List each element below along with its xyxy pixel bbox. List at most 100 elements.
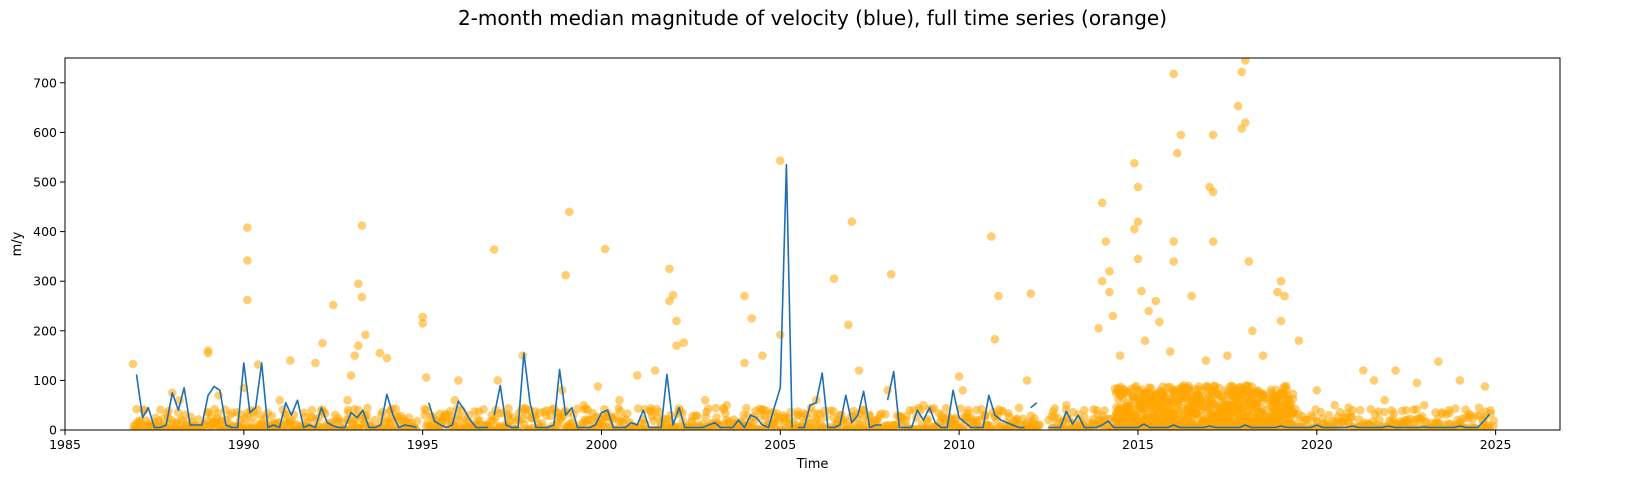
x-axis-label: Time — [796, 457, 829, 472]
scatter-point — [722, 400, 731, 410]
scatter-point — [987, 232, 996, 241]
scatter-point — [1412, 378, 1422, 388]
y-tick-label: 600 — [33, 125, 57, 140]
scatter-point — [363, 403, 372, 413]
scatter-point — [1391, 366, 1400, 375]
scatter-point — [1035, 420, 1044, 430]
scatter-point — [343, 395, 352, 405]
scatter-point — [1355, 405, 1365, 415]
scatter-point — [844, 320, 853, 330]
scatter-point — [253, 360, 263, 369]
scatter-point — [881, 410, 890, 419]
scatter-point — [450, 395, 460, 405]
x-tick-label: 2025 — [1480, 437, 1512, 452]
scatter-point — [1273, 287, 1282, 297]
scatter-point — [829, 406, 838, 416]
scatter-point — [1233, 101, 1243, 111]
scatter-point — [1380, 407, 1389, 417]
scatter-point — [633, 404, 643, 413]
scatter-point — [1026, 289, 1035, 298]
scatter-point — [1237, 67, 1246, 77]
scatter-point — [1094, 324, 1103, 333]
scatter-point — [1480, 382, 1490, 391]
scatter-point — [679, 338, 688, 348]
scatter-point — [1280, 291, 1289, 301]
scatter-point — [421, 405, 431, 415]
scatter-point — [1101, 237, 1111, 246]
scatter-point — [1146, 383, 1156, 393]
scatter-point — [361, 330, 370, 340]
scatter-point — [1115, 351, 1125, 360]
scatter-point — [1169, 237, 1178, 246]
median-line-segment — [427, 400, 489, 429]
scatter-point — [701, 412, 710, 422]
scatter-point — [1004, 409, 1013, 418]
y-tick-label: 500 — [33, 175, 57, 190]
scatter-point — [1241, 58, 1250, 65]
x-tick-label: 1995 — [407, 437, 439, 452]
scatter-point — [919, 400, 928, 410]
scatter-point — [1155, 317, 1164, 327]
scatter-point — [747, 314, 756, 323]
scatter-point — [1380, 395, 1389, 405]
scatter-point — [493, 376, 503, 385]
scatter-point — [286, 356, 295, 365]
scatter-point — [132, 404, 141, 414]
scatter-point — [375, 348, 385, 358]
scatter-point — [901, 415, 910, 425]
scatter-point — [579, 400, 588, 410]
scatter-point — [672, 316, 681, 326]
scatter-point — [793, 410, 803, 420]
scatter-point — [1208, 187, 1218, 197]
scatter-point — [668, 290, 678, 300]
scatter-point — [1201, 356, 1211, 365]
scatter-points — [128, 58, 1498, 430]
scatter-point — [1348, 405, 1357, 415]
scatter-point — [654, 407, 663, 417]
y-tick-label: 700 — [33, 75, 57, 90]
scatter-point — [1119, 386, 1128, 395]
scatter-point — [937, 415, 946, 425]
scatter-point — [464, 410, 474, 420]
scatter-point — [1248, 326, 1257, 336]
scatter-point — [156, 405, 165, 415]
scatter-point — [214, 408, 223, 418]
y-axis: 0 100 200 300 400 500 600 700 — [33, 75, 65, 438]
scatter-point — [1100, 406, 1109, 415]
scatter-point — [740, 291, 749, 301]
scatter-point — [1444, 405, 1454, 415]
scatter-point — [221, 415, 231, 425]
scatter-point — [128, 359, 138, 369]
y-axis-label: m/y — [10, 231, 25, 256]
scatter-point — [665, 264, 674, 274]
x-tick-label: 2000 — [586, 437, 618, 452]
scatter-point — [275, 395, 284, 405]
scatter-point — [421, 373, 431, 382]
scatter-point — [1097, 198, 1107, 208]
scatter-point — [1137, 286, 1146, 296]
scatter-point — [1080, 412, 1089, 422]
scatter-point — [1165, 347, 1175, 356]
median-line-segment — [1030, 402, 1038, 409]
y-tick-label: 300 — [33, 274, 57, 289]
scatter-point — [1044, 415, 1053, 425]
scatter-point — [1030, 414, 1039, 423]
scatter-point — [243, 295, 252, 305]
scatter-point — [243, 256, 252, 265]
scatter-point — [1288, 394, 1298, 404]
scatter-point — [489, 245, 499, 254]
scatter-point — [561, 270, 570, 280]
scatter-point — [173, 408, 183, 417]
scatter-point — [1050, 404, 1059, 413]
scatter-point — [354, 341, 363, 351]
scatter-point — [243, 223, 252, 232]
scatter-point — [454, 376, 463, 385]
scatter-point — [1130, 158, 1139, 168]
median-line-segment — [135, 362, 417, 429]
scatter-point — [357, 221, 367, 230]
x-tick-label: 2020 — [1301, 437, 1333, 452]
scatter-point — [964, 405, 973, 415]
scatter-point — [1105, 267, 1114, 276]
scatter-point — [153, 423, 163, 430]
scatter-point — [267, 411, 277, 421]
